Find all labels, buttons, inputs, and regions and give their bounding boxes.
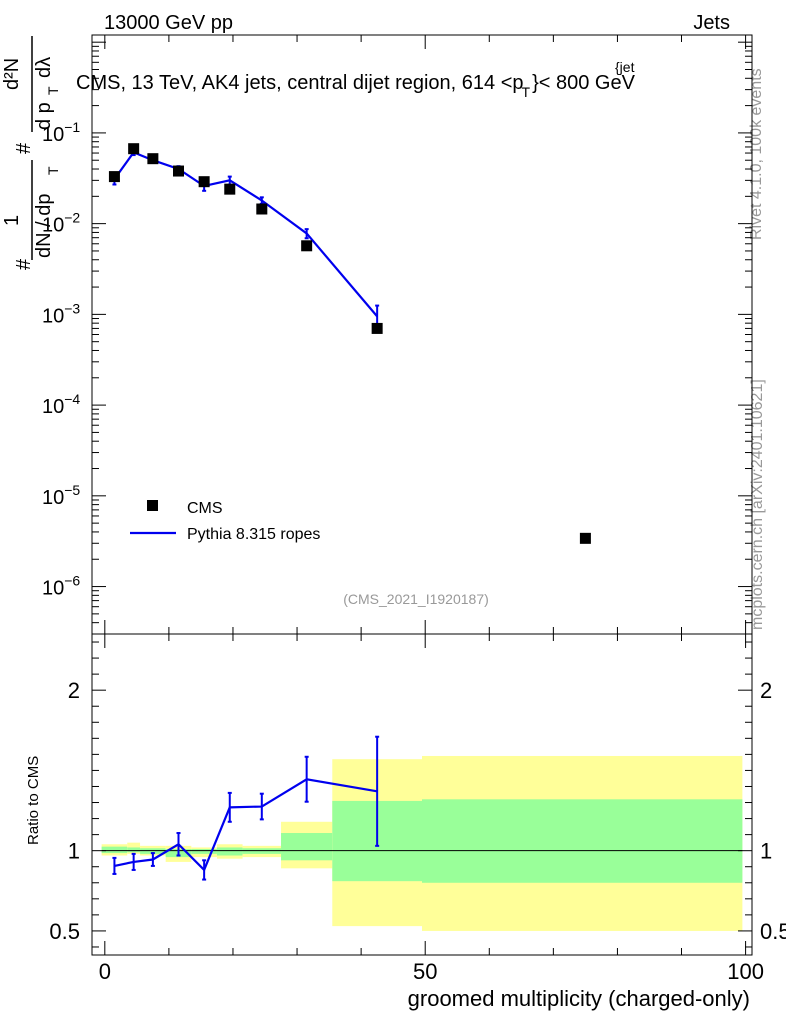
cms-data-point bbox=[224, 183, 236, 195]
cms-data-point bbox=[256, 203, 268, 215]
y-label-den-sub: T bbox=[45, 166, 61, 175]
x-tick-label: 0 bbox=[99, 959, 111, 984]
ratio-y-tick-label: 0.5 bbox=[49, 919, 80, 944]
cms-data-point bbox=[301, 240, 313, 252]
y-label-num: d²N bbox=[1, 58, 23, 90]
x-tick-label: 50 bbox=[413, 959, 437, 984]
y-label-den: dN / dp bbox=[33, 194, 55, 258]
cms-data-point bbox=[128, 143, 140, 155]
legend-pythia-label: Pythia 8.315 ropes bbox=[187, 526, 320, 543]
legend-cms-marker bbox=[147, 500, 158, 511]
uncertainty-band-green bbox=[101, 846, 128, 854]
y-label-hash2: # bbox=[13, 142, 35, 154]
pythia-line bbox=[113, 151, 378, 318]
uncertainty-band-green bbox=[191, 849, 217, 854]
y-tick-label: 10−4 bbox=[42, 391, 80, 418]
cms-data-point bbox=[108, 171, 120, 183]
ratio-y-tick-label-right: 0.5 bbox=[760, 919, 786, 944]
chart-title-superscript: {jet bbox=[615, 59, 635, 75]
y-label-dp: d p bbox=[33, 102, 55, 130]
y-label-dp-sub: T bbox=[45, 86, 61, 95]
y-label-dlambda: dλ bbox=[33, 57, 55, 78]
y-tick-label: 10−1 bbox=[42, 119, 80, 146]
cms-data-point bbox=[147, 153, 159, 165]
header-type: Jets bbox=[693, 12, 730, 34]
y-tick-label: 10−5 bbox=[42, 482, 80, 509]
legend-cms-label: CMS bbox=[187, 500, 223, 517]
y-tick-label: 10−2 bbox=[42, 210, 80, 237]
x-tick-label: 100 bbox=[727, 959, 764, 984]
ratio-y-tick-label: 2 bbox=[68, 678, 80, 703]
header-energy: 13000 GeV pp bbox=[104, 12, 233, 34]
y-label-one: 1 bbox=[1, 215, 23, 226]
ratio-y-tick-label: 1 bbox=[68, 839, 80, 864]
chart-title: CMS, 13 TeV, AK4 jets, central dijet reg… bbox=[76, 72, 636, 100]
main-frame bbox=[91, 34, 753, 635]
uncertainty-band-green bbox=[127, 847, 141, 853]
cms-data-point bbox=[173, 165, 185, 177]
main-panel: 10−1 10−2 10−3 10−4 10−5 10−6 CMS Pythia 8.315 … bbox=[42, 34, 753, 635]
y-label-hash: # bbox=[13, 258, 35, 270]
rivet-label: Rivet 4.1.0, 100k events bbox=[748, 68, 765, 240]
x-axis-label: groomed multiplicity (charged-only) bbox=[408, 986, 750, 1011]
uncertainty-band-green bbox=[422, 799, 743, 883]
ratio-y-tick-label-right: 2 bbox=[760, 678, 772, 703]
cms-data-point bbox=[371, 322, 383, 334]
ratio-panel: 0.5 0.5 1 1 2 2 0 50 100 bbox=[49, 633, 786, 984]
ratio-y-label: Ratio to CMS bbox=[25, 756, 42, 845]
y-axis-label: # 1 dN / dp T # d²N d p T dλ bbox=[1, 36, 61, 270]
y-tick-label: 10−3 bbox=[42, 300, 80, 327]
ratio-y-tick-label-right: 1 bbox=[760, 839, 772, 864]
analysis-id: (CMS_2021_I1920187) bbox=[343, 591, 489, 607]
mcplots-label: mcplots.cern.ch [arXiv:2401.10621] bbox=[749, 379, 766, 630]
cms-data-point bbox=[198, 176, 210, 188]
y-tick-label: 10−6 bbox=[42, 573, 80, 600]
uncertainty-band-green bbox=[281, 833, 333, 861]
uncertainty-band-green bbox=[216, 847, 243, 856]
cms-data-point bbox=[579, 532, 591, 544]
ratio-frame bbox=[91, 633, 753, 956]
